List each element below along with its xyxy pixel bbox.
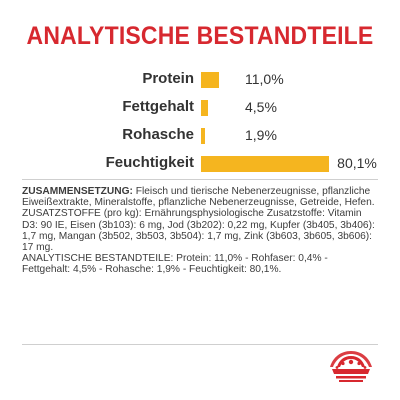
page-title: ANALYTISCHE BESTANDTEILE <box>26 22 374 50</box>
composition-heading: ZUSAMMENSETZUNG: <box>22 186 133 197</box>
bar <box>201 156 330 172</box>
bar-category-label: Rohasche <box>122 126 194 143</box>
bar-value-label: 11,0% <box>245 71 284 87</box>
bar-row: Feuchtigkeit 80,1% <box>0 152 400 176</box>
bar-value-label: 1,9% <box>245 127 277 143</box>
bar-value-label: 4,5% <box>245 99 277 115</box>
nutrient-bar-chart: Protein 11,0% Fettgehalt 4,5% Rohasche 1,9% Fe… <box>0 62 400 182</box>
composition-paragraph: ZUSAMMENSETZUNG: Fleisch und tierische N… <box>22 186 378 208</box>
bar <box>201 72 219 88</box>
bar-category-label: Protein <box>142 70 194 87</box>
bar <box>201 128 205 144</box>
bar-row: Rohasche 1,9% <box>0 124 400 148</box>
bar <box>201 100 209 116</box>
analytical-paragraph: ANALYTISCHE BESTANDTEILE: Protein: 11,0%… <box>22 253 328 276</box>
bar-category-label: Fettgehalt <box>122 98 194 115</box>
composition-text: Fleisch und tierische Nebenerzeugnisse, … <box>22 186 375 209</box>
footer-divider <box>22 344 378 345</box>
additives-paragraph: ZUSATZSTOFFE (pro kg): Ernährungsphysiol… <box>22 208 375 254</box>
bar-value-label: 80,1% <box>337 155 377 171</box>
section-divider <box>22 179 378 180</box>
bar-category-label: Feuchtigkeit <box>105 154 194 171</box>
bar-row: Protein 11,0% <box>0 68 400 92</box>
composition-block: ZUSAMMENSETZUNG: Fleisch und tierische N… <box>22 186 378 276</box>
royal-canin-crown-logo <box>330 351 372 382</box>
bar-row: Fettgehalt 4,5% <box>0 96 400 120</box>
